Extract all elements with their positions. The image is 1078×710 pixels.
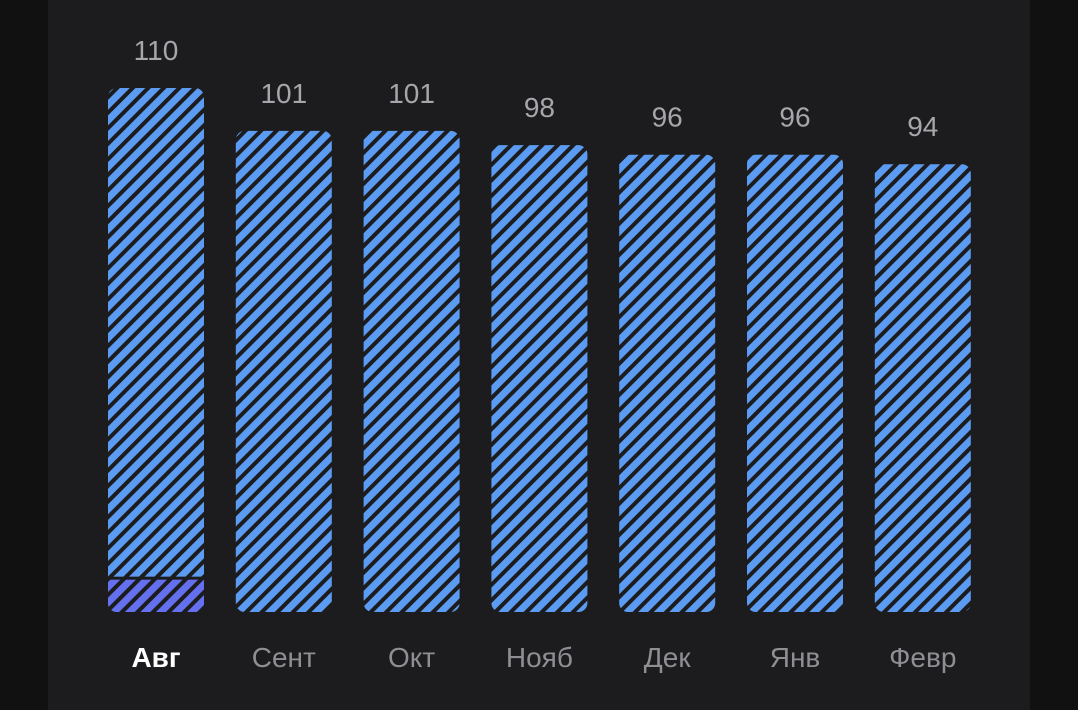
bar-3[interactable] xyxy=(491,145,588,612)
value-label-2: 101 xyxy=(388,78,435,109)
bar-5[interactable] xyxy=(747,154,843,612)
category-label-2: Окт xyxy=(388,642,435,673)
bar-segment-divider xyxy=(108,576,204,580)
category-label-6: Февр xyxy=(889,642,956,673)
bars-group xyxy=(108,88,971,612)
category-labels-group: Авг Сент Окт Нояб Дек Янв Февр xyxy=(131,642,956,673)
bar-0[interactable] xyxy=(108,88,204,612)
value-label-0: 110 xyxy=(134,35,179,66)
value-label-5: 96 xyxy=(779,102,810,133)
value-labels-group: 110 101 101 98 96 96 94 xyxy=(134,35,939,142)
category-label-3: Нояб xyxy=(506,642,573,673)
value-label-6: 94 xyxy=(907,111,938,142)
category-label-0: Авг xyxy=(131,642,180,673)
category-label-5: Янв xyxy=(770,642,821,673)
category-label-1: Сент xyxy=(252,642,316,673)
category-label-4: Дек xyxy=(644,642,692,673)
bar-4[interactable] xyxy=(619,154,716,612)
value-label-3: 98 xyxy=(524,92,555,123)
bar-segment-0 xyxy=(108,578,204,612)
bar-2[interactable] xyxy=(363,130,460,612)
value-label-1: 101 xyxy=(260,78,307,109)
bar-6[interactable] xyxy=(874,164,971,612)
value-label-4: 96 xyxy=(652,102,683,133)
bar-1[interactable] xyxy=(235,130,332,612)
